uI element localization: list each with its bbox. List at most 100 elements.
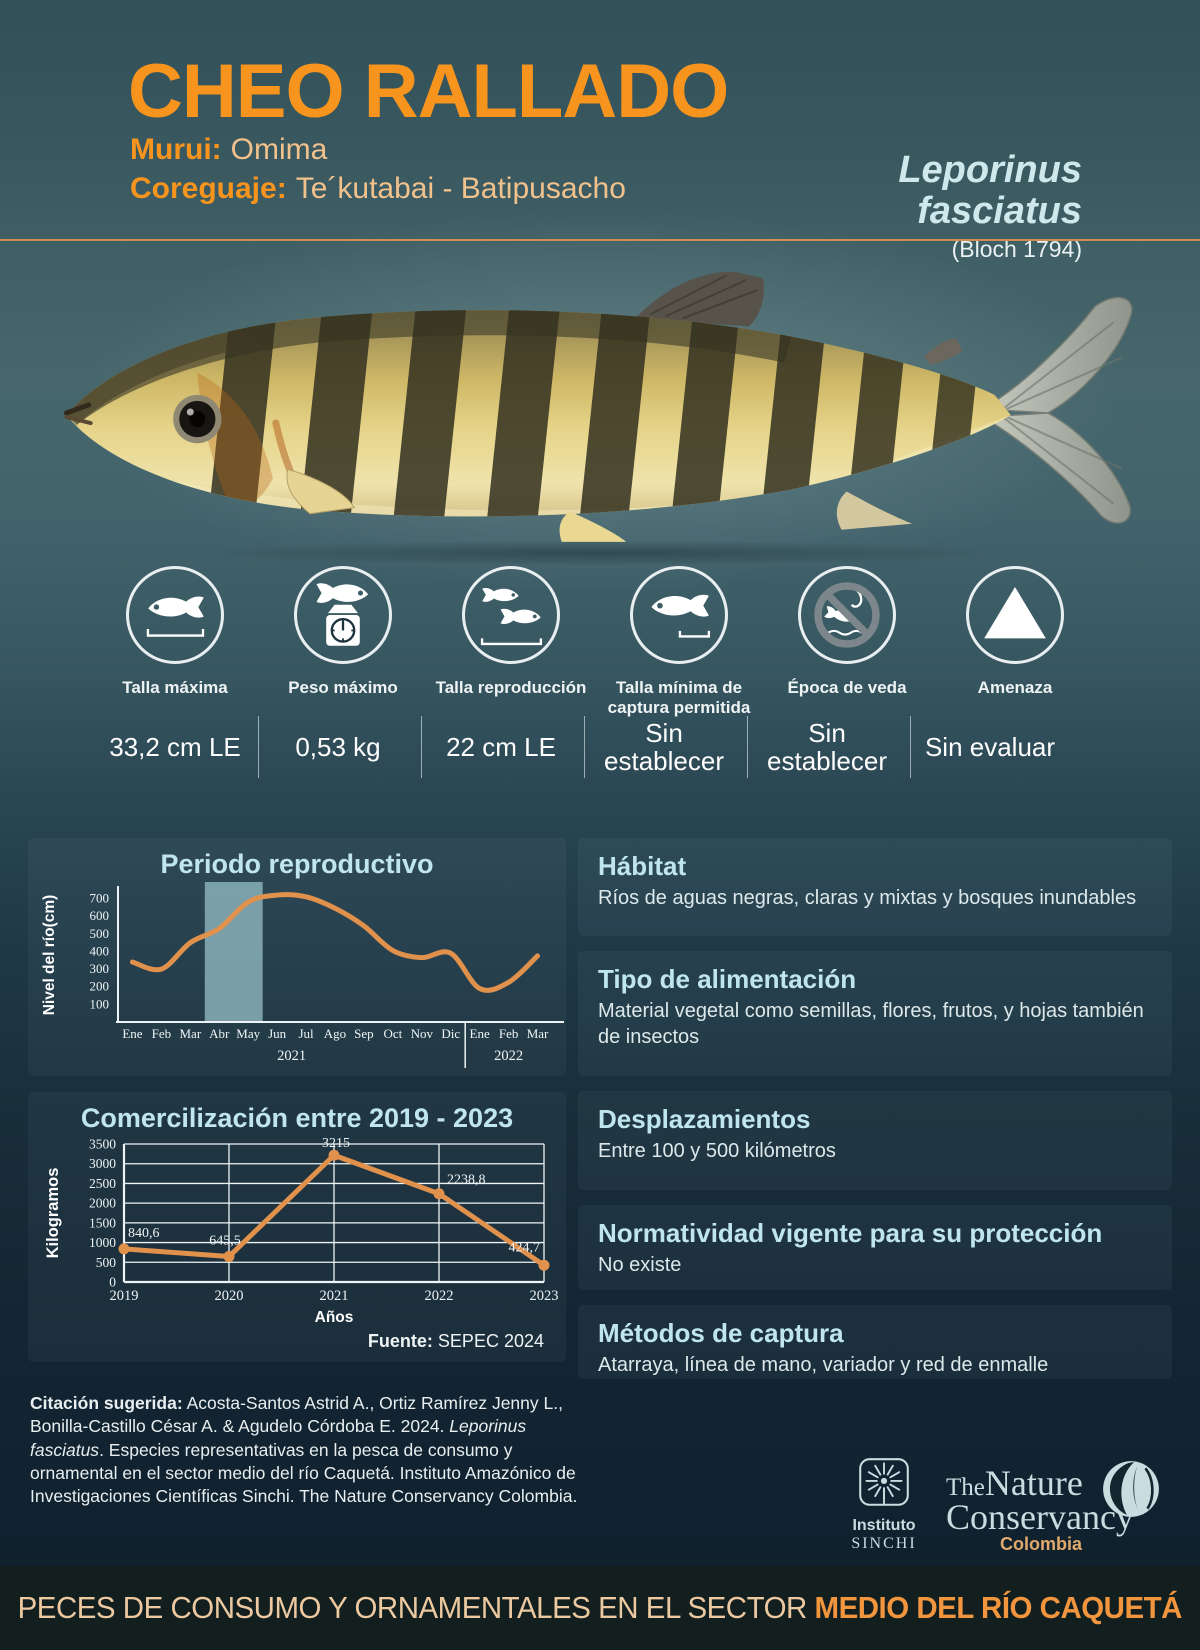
footer-text-regular: PECES DE CONSUMO Y ORNAMENTALES EN EL SE…: [17, 1590, 815, 1625]
murui-value: Omima: [230, 133, 328, 166]
svg-text:2023: 2023: [530, 1288, 559, 1304]
tnc-wordmark-line2: Conservancy: [946, 1497, 1134, 1537]
svg-text:Nov: Nov: [411, 1026, 434, 1041]
svg-text:Mar: Mar: [527, 1026, 549, 1041]
svg-text:3000: 3000: [89, 1156, 116, 1171]
card-habitat: Hábitat Ríos de aguas negras, claras y m…: [578, 838, 1172, 936]
card-title: Desplazamientos: [598, 1104, 811, 1134]
fish-measure-icon: [126, 566, 224, 664]
svg-text:2022: 2022: [425, 1288, 454, 1304]
svg-text:Ene: Ene: [470, 1026, 490, 1041]
stat-value-peso-maximo: 0,53 kg: [258, 716, 417, 778]
card-title: Tipo de alimentación: [598, 964, 857, 994]
stat-value-epoca-veda: Sin establecer: [747, 716, 906, 778]
stats-values-row: 33,2 cm LE 0,53 kg 22 cm LE Sin establec…: [96, 716, 1104, 778]
common-name-murui: Murui: Omima: [130, 133, 327, 167]
svg-text:2021: 2021: [320, 1288, 349, 1304]
card-title: Normatividad vigente para su protección: [598, 1218, 1103, 1248]
svg-text:Sep: Sep: [354, 1026, 374, 1041]
page-title: CHEO RALLADO: [128, 49, 729, 134]
stat-label: Peso máximo: [288, 678, 398, 697]
card-desplazamientos: Desplazamientos Entre 100 y 500 kilómetr…: [578, 1091, 1172, 1190]
coreguaje-value: Te´kutabai - Batipusacho: [295, 172, 626, 205]
card-title: Métodos de captura: [598, 1318, 844, 1348]
no-fishing-icon: [798, 566, 896, 664]
svg-text:Nivel del río(cm): Nivel del río(cm): [41, 895, 58, 1016]
svg-text:Ene: Ene: [122, 1026, 142, 1041]
svg-text:600: 600: [90, 908, 110, 923]
sinchi-line1: Instituto: [852, 1517, 916, 1534]
card-metodos-captura: Métodos de captura Atarraya, línea de ma…: [578, 1305, 1172, 1379]
common-name-coreguaje: Coreguaje: Te´kutabai - Batipusacho: [130, 172, 626, 206]
card-body: Material vegetal como semillas, flores, …: [598, 1000, 1144, 1048]
stat-talla-maxima: Talla máxima: [96, 566, 254, 718]
svg-text:2022: 2022: [494, 1048, 523, 1064]
svg-text:3500: 3500: [89, 1137, 116, 1152]
stat-talla-reproduccion: Talla reproducción: [432, 566, 590, 718]
stats-row: Talla máxima Peso máximo: [96, 566, 1104, 718]
stat-value-talla-reproduccion: 22 cm LE: [421, 716, 580, 778]
svg-text:Dic: Dic: [441, 1026, 460, 1041]
svg-text:Ago: Ago: [324, 1026, 346, 1041]
fish-illustration: [63, 271, 1133, 542]
river-level-chart: 100 200 300 400 500 600 700 Ene Feb Mar Abr May Jun J…: [41, 882, 564, 1068]
stat-epoca-veda: Época de veda: [768, 566, 926, 718]
tnc-logo: TheNature Conservancy: [946, 1462, 1134, 1538]
card-body: Ríos de aguas negras, claras y mixtas y …: [598, 887, 1137, 909]
citation-before: Acosta-Santos Astrid A., Ortiz Ramírez J…: [30, 1393, 563, 1437]
svg-text:2021: 2021: [277, 1048, 306, 1064]
card-title: Hábitat: [598, 851, 687, 881]
svg-text:Abr: Abr: [209, 1026, 230, 1041]
svg-text:1500: 1500: [89, 1215, 116, 1230]
stat-label: Talla máxima: [122, 678, 228, 697]
stat-talla-minima: Talla mínima de captura permitida: [600, 566, 758, 718]
tnc-wordmark-line1: TheNature: [946, 1462, 1134, 1504]
svg-text:May: May: [236, 1026, 260, 1041]
sinchi-tree-icon: [859, 1458, 909, 1506]
tnc-nature: Nature: [984, 1463, 1083, 1503]
citation-label: Citación sugerida:: [30, 1393, 183, 1413]
svg-text:1000: 1000: [89, 1235, 116, 1250]
commercialization-panel: Comercilización entre 2019 - 2023 0 500 10…: [28, 1092, 566, 1362]
citation-block: Citación sugerida: Acosta-Santos Astrid …: [30, 1392, 578, 1508]
svg-text:Jul: Jul: [298, 1026, 314, 1041]
chart2-title: Comercilización entre 2019 - 2023: [80, 1103, 514, 1133]
svg-text:2019: 2019: [110, 1288, 139, 1304]
stat-label: Época de veda: [787, 678, 907, 697]
citation-species: Leporinus fasciatus: [30, 1416, 527, 1460]
stat-label: Talla reproducción: [435, 678, 587, 697]
card-body: No existe: [598, 1254, 682, 1276]
svg-text:700: 700: [90, 891, 110, 906]
fish-on-scale-icon: [294, 566, 392, 664]
svg-text:100: 100: [90, 996, 110, 1011]
warning-triangle-icon: [966, 566, 1064, 664]
svg-text:Años: Años: [315, 1309, 354, 1326]
svg-text:2500: 2500: [89, 1176, 116, 1191]
source-label: Fuente:: [367, 1331, 433, 1351]
scientific-name-line1: Leporinus: [898, 149, 1082, 191]
murui-label: Murui:: [130, 133, 222, 166]
svg-text:2238,8: 2238,8: [447, 1173, 486, 1188]
svg-text:645,5: 645,5: [209, 1234, 241, 1249]
stat-value-talla-maxima: 33,2 cm LE: [109, 731, 241, 762]
stat-value-talla-minima: Sin establecer: [584, 716, 743, 778]
svg-text:Feb: Feb: [499, 1026, 518, 1041]
two-fish-measure-icon: [462, 566, 560, 664]
svg-text:0: 0: [109, 1275, 116, 1290]
chart1-title: Periodo reproductivo: [160, 849, 434, 879]
tnc-globe-icon: [1103, 1461, 1159, 1517]
tnc-country: Colombia: [1000, 1534, 1083, 1554]
stat-value-amenaza: Sin evaluar: [910, 716, 1069, 778]
card-body: Entre 100 y 500 kilómetros: [598, 1140, 836, 1162]
fish-shadow: [190, 540, 1010, 566]
svg-text:Oct: Oct: [383, 1026, 402, 1041]
svg-text:Kilogramos: Kilogramos: [44, 1168, 62, 1259]
header-divider: [0, 239, 1200, 241]
svg-text:200: 200: [90, 979, 110, 994]
stat-peso-maximo: Peso máximo: [264, 566, 422, 718]
card-normatividad: Normatividad vigente para su protección …: [578, 1205, 1172, 1290]
svg-text:400: 400: [90, 943, 110, 958]
stat-label: Amenaza: [977, 678, 1053, 697]
svg-text:Mar: Mar: [179, 1026, 201, 1041]
